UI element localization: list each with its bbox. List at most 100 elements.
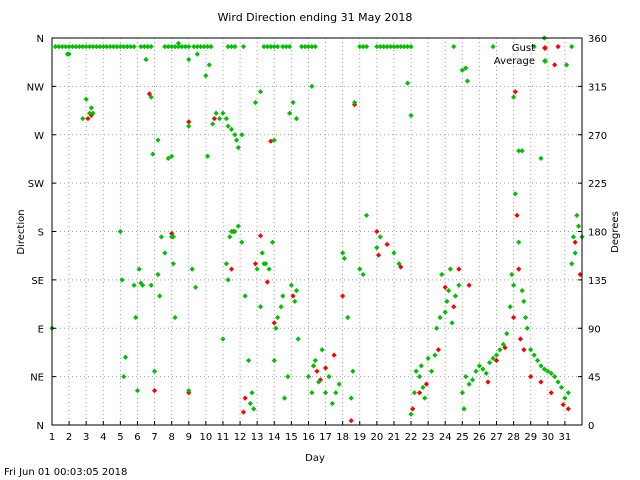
data-point-average <box>170 261 176 267</box>
data-point-average <box>432 352 438 358</box>
data-point-average <box>201 44 207 50</box>
data-point-average <box>228 44 235 50</box>
data-point-average <box>305 374 312 380</box>
data-point-average <box>449 320 455 326</box>
data-point-average <box>326 374 332 380</box>
data-point-average <box>182 44 188 50</box>
x-tick-label: 11 <box>217 432 230 443</box>
data-point-average <box>251 406 257 412</box>
data-point-average <box>131 282 137 288</box>
data-point-average <box>124 44 130 50</box>
data-point-average <box>480 366 486 372</box>
data-point-average <box>283 44 289 50</box>
data-point-gust <box>271 320 277 326</box>
data-point-average <box>493 352 500 358</box>
data-point-average <box>225 123 231 129</box>
data-point-average <box>271 357 277 364</box>
data-point-average <box>575 223 582 229</box>
data-point-average <box>186 44 192 50</box>
x-tick-label: 7 <box>151 432 157 443</box>
data-point-gust <box>466 282 472 288</box>
data-point-average <box>360 44 366 50</box>
y-right-tick-label: 135 <box>588 276 607 287</box>
data-point-average <box>333 390 339 396</box>
data-point-average <box>504 331 510 337</box>
data-point-average <box>476 363 483 369</box>
data-point-average <box>88 105 94 111</box>
data-point-average <box>134 388 141 394</box>
data-point-average <box>63 44 69 50</box>
x-tick-label: 13 <box>251 432 264 443</box>
data-point-average <box>172 314 178 321</box>
data-point-average <box>490 355 496 361</box>
data-point-average <box>348 395 354 401</box>
data-point-average <box>83 96 89 102</box>
data-point-average <box>193 284 199 290</box>
data-point-average <box>121 374 127 380</box>
data-point-gust <box>493 357 500 364</box>
data-point-gust <box>264 279 271 285</box>
y-axis-left-ticks: N NE E SE S SW W NW N <box>27 34 56 432</box>
data-point-average <box>271 137 277 143</box>
data-point-gust <box>528 374 534 380</box>
data-point-average <box>565 390 571 396</box>
data-point-gust <box>511 314 517 321</box>
data-point-gust <box>560 401 566 408</box>
data-point-average <box>552 374 558 380</box>
x-tick-label: 31 <box>559 432 572 443</box>
data-point-gust <box>485 379 491 385</box>
data-point-average <box>490 44 496 50</box>
y-axis-right-ticks: 0 45 90 135 180 225 270 315 360 <box>578 34 607 432</box>
data-point-average <box>287 110 293 116</box>
data-point-average <box>228 228 235 235</box>
data-point-average <box>148 282 154 288</box>
data-point-average <box>143 56 149 63</box>
data-point-average <box>107 44 113 50</box>
x-tick-label: 6 <box>134 432 140 443</box>
data-point-average <box>374 44 380 50</box>
data-point-average <box>394 44 400 50</box>
data-point-average <box>157 293 163 299</box>
data-point-average <box>401 44 407 50</box>
data-point-gust <box>512 89 518 95</box>
data-point-average <box>198 44 204 50</box>
data-point-average <box>220 110 226 116</box>
data-point-average <box>87 44 93 50</box>
footer-timestamp: Fri Jun 01 00:03:05 2018 <box>4 467 127 478</box>
data-point-gust <box>151 388 158 394</box>
data-point-average <box>80 116 86 122</box>
data-point-average <box>259 250 265 256</box>
data-point-average <box>194 51 200 57</box>
data-point-gust <box>521 347 527 353</box>
y-left-tick-label: NE <box>30 373 44 384</box>
data-point-average <box>97 44 103 50</box>
data-point-average <box>302 44 308 50</box>
data-point-average <box>456 282 462 288</box>
data-point-gust <box>442 284 448 290</box>
chart-title: Wird Direction ending 31 May 2018 <box>218 11 413 24</box>
y-right-tick-label: 270 <box>588 131 607 142</box>
data-point-average <box>208 44 214 50</box>
data-point-average <box>408 112 414 118</box>
data-point-average <box>186 123 192 129</box>
data-point-average <box>363 212 370 218</box>
data-point-gust <box>565 406 571 412</box>
data-point-average <box>90 110 96 116</box>
data-point-gust <box>290 293 296 299</box>
data-point-average <box>309 83 315 89</box>
data-point-average <box>444 298 450 304</box>
data-point-gust <box>516 266 522 272</box>
data-point-average <box>232 228 238 235</box>
data-point-average <box>252 99 259 106</box>
x-tick-label: 19 <box>353 432 366 443</box>
data-point-average <box>66 44 72 50</box>
data-point-average <box>516 148 522 154</box>
data-point-average <box>384 44 390 50</box>
data-point-average <box>288 282 294 288</box>
data-point-average <box>570 234 577 240</box>
data-point-average <box>220 336 226 342</box>
data-point-average <box>396 261 402 267</box>
data-point-average <box>329 400 335 407</box>
legend-average-marker <box>542 58 548 64</box>
data-point-average <box>408 411 414 417</box>
